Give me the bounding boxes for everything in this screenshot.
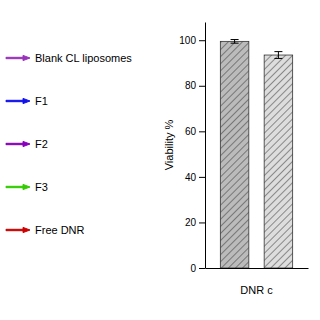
y-axis: 0 20 40 60 80 100 <box>179 23 205 274</box>
arrow <box>6 141 30 146</box>
y-tick-label: 20 <box>185 217 197 228</box>
x-axis <box>206 268 309 269</box>
arrow-key-label: F1 <box>35 95 48 107</box>
arrow-key-item: F3 <box>6 181 48 193</box>
bar <box>264 55 292 268</box>
arrow-key-item: Free DNR <box>6 224 85 236</box>
y-tick: 0 <box>190 263 205 274</box>
y-tick: 80 <box>185 80 205 91</box>
error-bar-line <box>274 52 282 59</box>
y-tick-mark <box>199 131 205 132</box>
y-tick: 100 <box>179 35 205 46</box>
y-tick: 40 <box>185 172 205 183</box>
y-axis-line <box>205 23 206 269</box>
arrow-key-label: Free DNR <box>35 224 85 236</box>
bars <box>220 40 292 268</box>
x-axis-title: DNR c <box>240 284 273 296</box>
arrow <box>6 227 30 232</box>
arrow-key-label: F2 <box>35 138 48 150</box>
arrow-key-label: Blank CL liposomes <box>35 52 132 64</box>
plot-area: 0 20 40 60 80 100 Viability % DNR c <box>163 23 309 297</box>
error-bar <box>231 40 239 44</box>
y-tick-label: 0 <box>190 263 196 274</box>
y-tick-mark <box>199 86 205 87</box>
arrow <box>6 98 30 103</box>
y-tick-label: 60 <box>185 126 197 137</box>
chart: 0 20 40 60 80 100 Viability % DNR c Blank CL lip… <box>0 0 320 320</box>
y-tick-label: 40 <box>185 172 197 183</box>
arrow-key-item: F2 <box>6 138 48 150</box>
error-bar <box>274 52 282 59</box>
x-axis-line <box>206 268 309 269</box>
y-tick-mark <box>199 222 205 223</box>
error-bar-line <box>231 40 239 44</box>
y-tick-label: 80 <box>185 80 197 91</box>
arrow <box>6 55 30 60</box>
arrow-key: Blank CL liposomes F1 F2 F3 Free DNR <box>6 52 132 236</box>
bar <box>220 41 248 268</box>
y-tick: 60 <box>185 126 205 137</box>
y-tick: 20 <box>185 217 205 228</box>
y-axis-title: Viability % <box>163 120 175 171</box>
y-tick-label: 100 <box>179 35 196 46</box>
arrow-key-label: F3 <box>35 181 48 193</box>
arrow-key-item: Blank CL liposomes <box>6 52 132 64</box>
y-tick-mark <box>199 40 205 41</box>
y-tick-mark <box>199 177 205 178</box>
arrow-key-item: F1 <box>6 95 48 107</box>
arrow <box>6 184 30 189</box>
y-tick-mark <box>199 268 205 269</box>
